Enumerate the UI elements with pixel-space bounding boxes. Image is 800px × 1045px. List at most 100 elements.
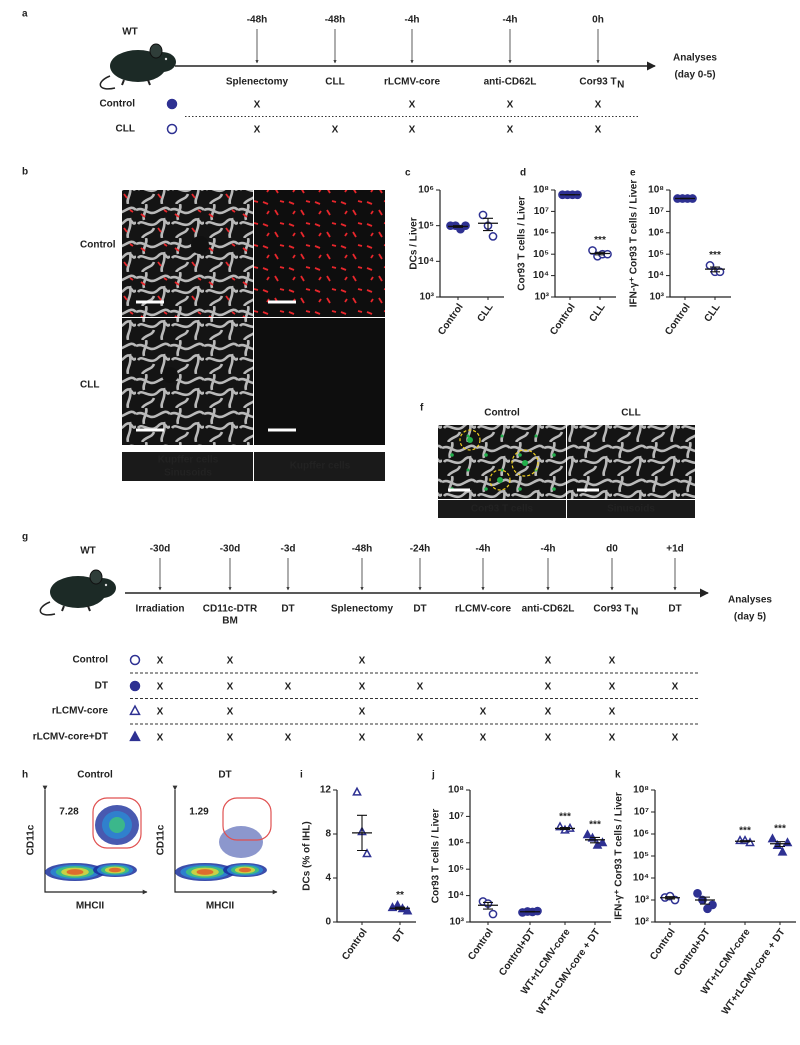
time-label: -24h <box>410 544 431 555</box>
treatment-mark: X <box>409 100 416 111</box>
data-point <box>597 837 608 847</box>
treatment-mark: X <box>507 100 514 111</box>
time-label: -30d <box>150 544 171 555</box>
treatment-mark: X <box>609 682 616 693</box>
error-bar <box>665 896 675 900</box>
mouse-feet <box>61 605 91 612</box>
data-point <box>362 848 372 858</box>
y-tick-label: 10⁵ <box>418 220 434 231</box>
group-marker <box>129 704 141 716</box>
step-label: Cor93 T <box>593 604 630 615</box>
treatment-mark: X <box>545 707 552 718</box>
time-label: -4h <box>503 15 518 26</box>
cell-cluster <box>467 437 473 443</box>
time-label: 0h <box>592 15 604 26</box>
legend-text: Sinusoids <box>607 504 655 515</box>
highlight-circle <box>511 449 539 477</box>
time-label: d0 <box>606 544 618 555</box>
error-bar <box>775 841 785 848</box>
time-label: -3d <box>281 544 296 555</box>
treatment-mark: X <box>359 707 366 718</box>
group-label: Control <box>99 99 135 110</box>
data-point <box>767 833 778 843</box>
mouse-ear <box>89 569 103 585</box>
error-bar <box>595 251 605 256</box>
error-bar <box>395 906 405 910</box>
panel-letter: k <box>615 770 621 781</box>
data-point <box>402 905 413 915</box>
mouse-ear <box>149 43 163 59</box>
time-label: -4h <box>476 544 491 555</box>
significance: ** <box>396 890 404 901</box>
vessel <box>191 236 209 254</box>
y-axis-label: Cor93 T cells / Liver <box>517 196 528 291</box>
axes <box>439 190 504 298</box>
plot-title: Control <box>77 770 113 781</box>
time-label: -48h <box>247 15 268 26</box>
error-bar <box>483 217 493 232</box>
treatment-mark: X <box>417 733 424 744</box>
x-tick-label: CLL <box>587 302 607 324</box>
data-point <box>708 900 717 910</box>
y-tick-label: 10⁶ <box>448 837 464 848</box>
y-tick-label: 10² <box>635 917 650 928</box>
group-label: rLCMV-core+DT <box>33 732 108 743</box>
y-axis-label: DCs (% of IHL) <box>302 821 313 890</box>
y-tick-label: 10³ <box>420 292 435 303</box>
treatment-mark: X <box>157 682 164 693</box>
time-label: -4h <box>541 544 556 555</box>
mouse-eye <box>164 57 168 61</box>
time-label: +1d <box>666 544 684 555</box>
panel-letter: c <box>405 168 411 179</box>
y-tick-label: 10⁶ <box>633 829 649 840</box>
axis-arrows <box>42 785 148 895</box>
treatment-mark: X <box>359 733 366 744</box>
image-title: Control <box>484 408 520 419</box>
data-point <box>488 909 498 919</box>
data-point <box>352 786 362 796</box>
treatment-mark: X <box>545 682 552 693</box>
treatment-mark: X <box>332 125 339 136</box>
treatment-mark: X <box>609 656 616 667</box>
treatment-mark: X <box>254 100 261 111</box>
axes <box>554 190 616 298</box>
density <box>108 867 122 873</box>
highlight-circle <box>489 469 511 491</box>
error-bar <box>710 266 720 273</box>
x-tick-label: Control <box>663 302 693 338</box>
vessel <box>162 367 178 383</box>
step-label: DT <box>281 604 294 615</box>
y-tick-label: 10⁸ <box>648 185 664 196</box>
x-tick-label: Control <box>466 927 496 963</box>
legend-text: Kupffer cells <box>290 461 351 472</box>
y-tick-label: 10⁵ <box>648 249 664 260</box>
step-label: rLCMV-core <box>455 604 512 615</box>
y-axis-label: IFN-γ⁺ Cor93 T cells / Liver <box>614 792 625 920</box>
treatment-mark: X <box>285 682 292 693</box>
data-point <box>488 232 498 241</box>
mouse-tail <box>99 75 116 90</box>
group-marker <box>129 654 141 666</box>
time-label: -30d <box>220 544 241 555</box>
step-label: Splenectomy <box>226 77 289 88</box>
error-bar <box>700 896 710 905</box>
step-label: CLL <box>325 77 344 88</box>
group-marker <box>166 123 178 135</box>
treatment-mark: X <box>595 125 602 136</box>
error-bar <box>357 814 367 852</box>
data-point <box>478 210 488 220</box>
x-tick-label: Control <box>548 302 578 338</box>
y-tick-label: 10⁶ <box>648 227 664 238</box>
significance: *** <box>709 250 721 261</box>
density <box>66 869 84 875</box>
highlight-circle <box>459 429 481 451</box>
treatment-mark: X <box>227 682 234 693</box>
treatment-mark: X <box>254 125 261 136</box>
treatment-mark: X <box>157 733 164 744</box>
group-label: Control <box>72 655 108 666</box>
treatment-mark: X <box>359 682 366 693</box>
time-label: -48h <box>352 544 373 555</box>
axis-label: CD11c <box>26 824 37 855</box>
treatment-mark: X <box>157 656 164 667</box>
y-tick-label: 10⁵ <box>533 249 549 260</box>
